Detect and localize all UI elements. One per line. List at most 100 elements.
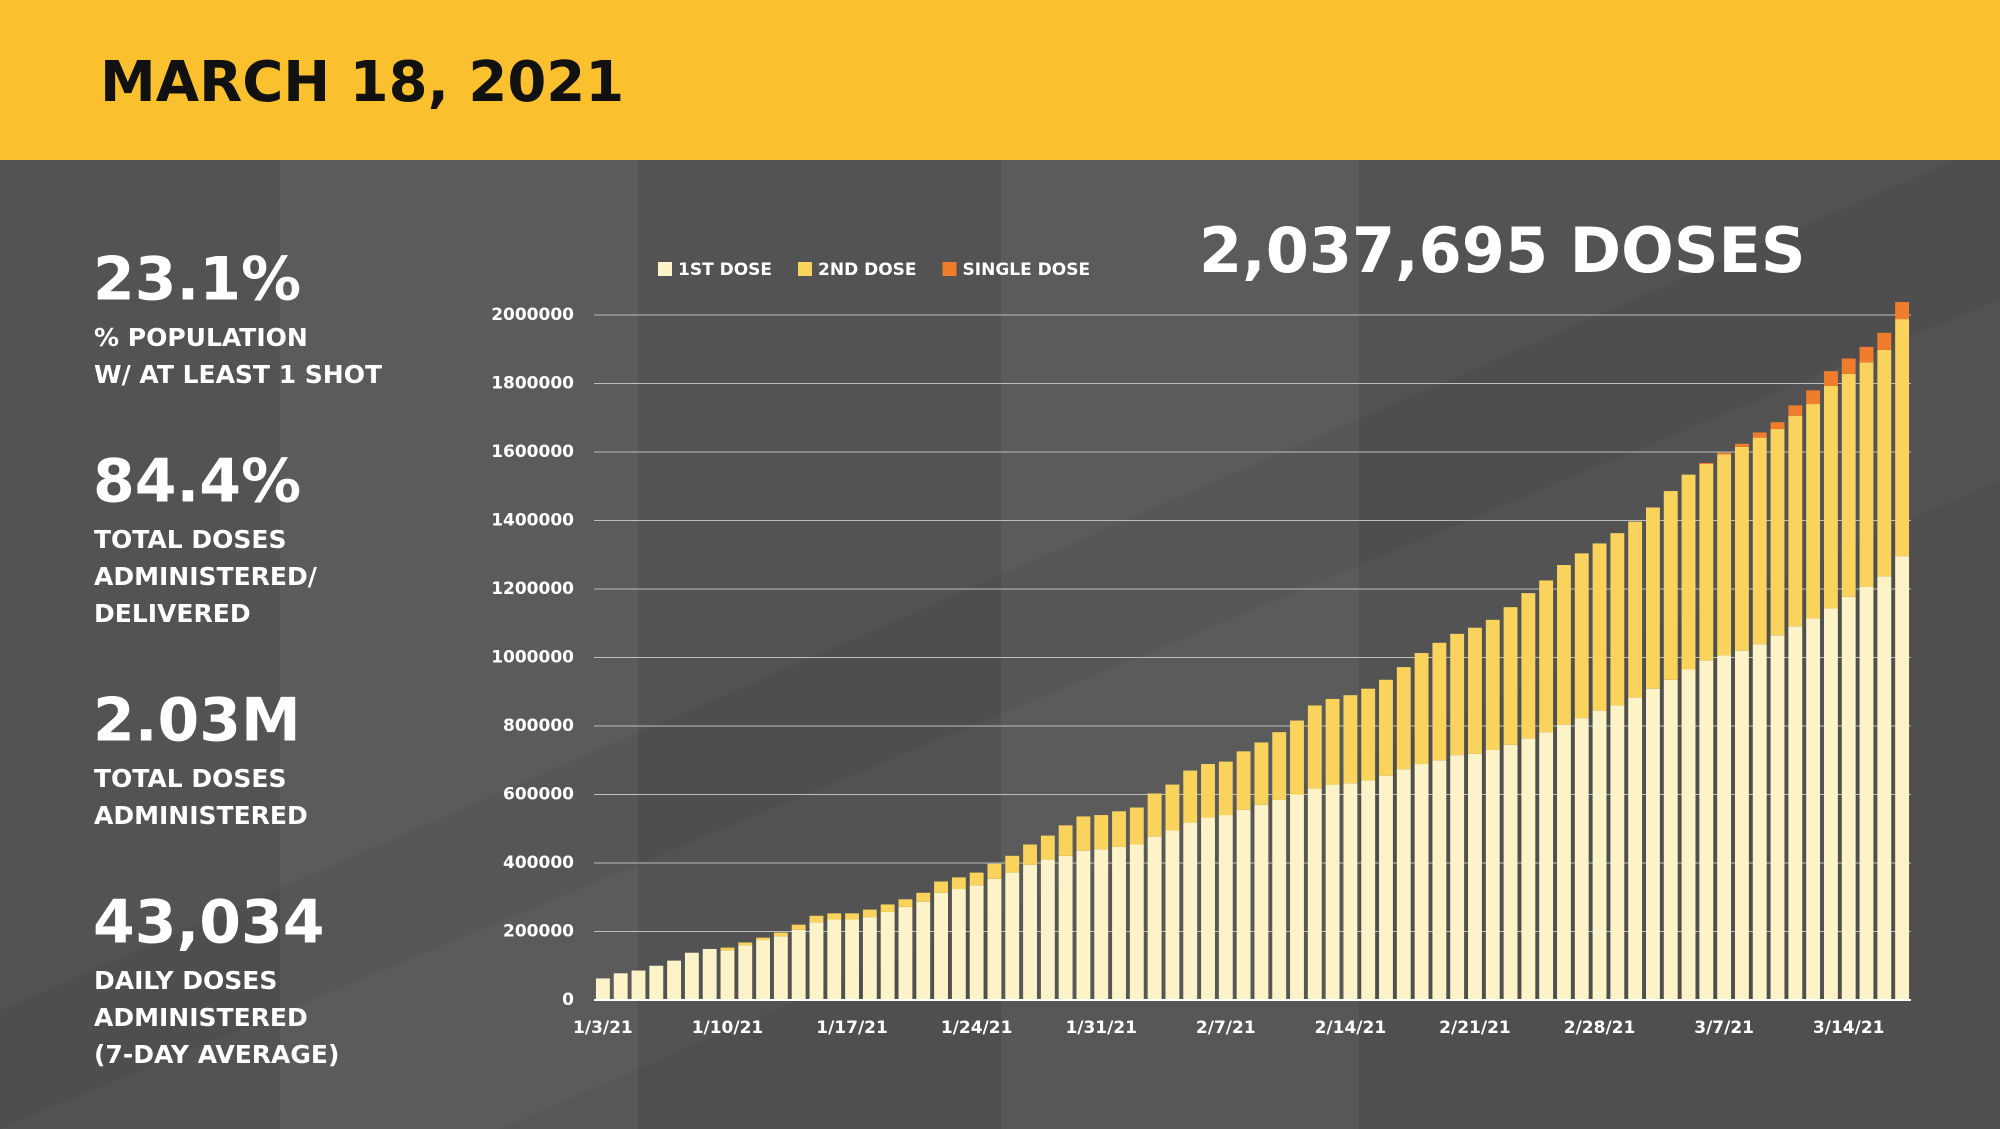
bar-segment — [1272, 799, 1287, 1000]
bar-segment — [1734, 446, 1749, 651]
bar-segment — [1450, 633, 1465, 756]
legend-swatch — [942, 262, 957, 276]
bar-segment — [916, 892, 931, 902]
bar-segment — [1788, 415, 1803, 627]
bar-segment — [1432, 760, 1447, 1000]
bar-segment — [1414, 653, 1429, 765]
y-tick-label: 1200000 — [491, 579, 574, 599]
bar-segment — [1699, 462, 1714, 464]
bar-segment — [880, 904, 895, 912]
bar-segment — [1432, 642, 1447, 761]
bar-segment — [862, 909, 877, 918]
bar-segment — [809, 922, 824, 1000]
stat-label: TOTAL DOSES — [94, 764, 287, 793]
bar-segment — [1236, 809, 1251, 1000]
bar-segment — [773, 932, 788, 937]
bar-segment — [1770, 422, 1785, 430]
bar-segment — [1770, 429, 1785, 636]
bar-segment — [1841, 358, 1856, 374]
bar-segment — [1325, 784, 1340, 1000]
bar-segment — [1094, 815, 1109, 850]
background-diagonal — [0, 140, 2000, 1129]
bar-segment — [1859, 362, 1874, 587]
bar-segment — [1539, 732, 1554, 1000]
x-tick-label: 2/14/21 — [1315, 1018, 1387, 1038]
y-tick-label: 600000 — [503, 785, 574, 805]
bar-segment — [791, 924, 806, 930]
bar-segment — [1094, 849, 1109, 1000]
bar-segment — [1129, 844, 1144, 1000]
x-tick-label: 1/10/21 — [692, 1018, 764, 1038]
bar-segment — [1859, 346, 1874, 363]
x-tick-label: 1/24/21 — [941, 1018, 1013, 1038]
bar-segment — [827, 913, 842, 920]
bar-segment — [1023, 864, 1037, 1000]
bar-segment — [1112, 811, 1126, 847]
bar-segment — [1557, 724, 1571, 1000]
bar-segment — [1468, 627, 1482, 754]
bar-segment — [1307, 705, 1322, 789]
bar-segment — [1201, 764, 1215, 818]
bar-segment — [1717, 655, 1732, 1000]
bar-segment — [1663, 491, 1678, 680]
bar-segment — [1806, 390, 1821, 405]
bar-segment — [862, 917, 877, 1000]
bar-segment — [1752, 432, 1767, 438]
bar-segment — [756, 937, 771, 941]
legend-label: 2ND DOSE — [818, 260, 917, 280]
bar-segment — [951, 877, 966, 890]
background-panel — [280, 160, 638, 1129]
bar-segment — [720, 947, 735, 951]
stat-value: 23.1% — [93, 245, 301, 315]
bar-segment — [1521, 593, 1536, 739]
y-tick-label: 1600000 — [491, 442, 574, 462]
bar-segment — [1895, 556, 1910, 1000]
x-tick-label: 2/28/21 — [1564, 1018, 1636, 1038]
bar-segment — [1788, 626, 1803, 1000]
bar-segment — [595, 978, 610, 1000]
legend-label: 1ST DOSE — [678, 260, 772, 280]
bar-segment — [1023, 844, 1037, 865]
bar-segment — [1379, 679, 1393, 776]
bar-segment — [1645, 688, 1660, 1000]
stat-value: 43,034 — [93, 888, 325, 958]
bar-segment — [1005, 855, 1020, 873]
bar-segment — [1841, 596, 1856, 1000]
bar-segment — [1058, 825, 1073, 856]
stat-value: 2.03M — [93, 686, 301, 756]
bar-segment — [1414, 764, 1429, 1000]
bar-segment — [987, 863, 1002, 879]
bar-segment — [720, 950, 735, 1000]
bar-segment — [1752, 437, 1767, 645]
bar-segment — [1040, 859, 1055, 1000]
x-tick-label: 1/31/21 — [1065, 1018, 1137, 1038]
bar-segment — [1307, 788, 1322, 1000]
bar-segment — [1557, 565, 1571, 725]
bar-segment — [934, 881, 948, 893]
bar-segment — [1574, 553, 1589, 719]
bar-segment — [1734, 650, 1749, 1000]
bar-segment — [738, 945, 753, 1000]
y-tick-label: 200000 — [503, 922, 574, 942]
stat-label: ADMINISTERED — [94, 1003, 308, 1032]
bar-segment — [951, 889, 966, 1000]
bar-segment — [1343, 695, 1358, 784]
x-tick-label: 1/17/21 — [816, 1018, 888, 1038]
bar-segment — [1361, 780, 1376, 1000]
bar-segment — [1823, 608, 1838, 1000]
bar-segment — [969, 872, 984, 886]
bar-segment — [1076, 816, 1091, 851]
bar-segment — [1877, 576, 1892, 1000]
header-title: MARCH 18, 2021 — [100, 50, 624, 115]
bar-segment — [898, 899, 913, 907]
bar-segment — [845, 919, 860, 1000]
stat-label: (7-DAY AVERAGE) — [94, 1040, 339, 1069]
bar-segment — [1254, 742, 1269, 805]
stat-label: DAILY DOSES — [94, 966, 277, 995]
bar-segment — [1823, 371, 1838, 386]
bar-segment — [1147, 836, 1162, 1000]
bar-segment — [1681, 669, 1696, 1000]
bar-segment — [898, 906, 913, 1000]
bar-segment — [773, 936, 788, 1000]
bar-segment — [1165, 830, 1180, 1000]
